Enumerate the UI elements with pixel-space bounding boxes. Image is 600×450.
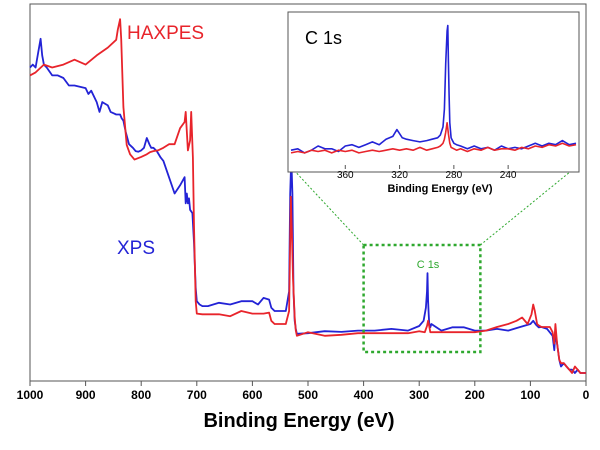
- series-label-xps: XPS: [117, 238, 155, 259]
- zoom-box-outline: [362, 243, 482, 354]
- x-tick-label: 900: [76, 388, 96, 402]
- inset-series-line-haxpes: [290, 122, 577, 154]
- x-tick-label: 1000: [17, 388, 44, 402]
- main-plot: [29, 18, 586, 374]
- x-tick-label: 100: [520, 388, 540, 402]
- x-tick-label: 800: [131, 388, 151, 402]
- x-axis: 1000 900 800 700 600 500 400 300 200 100 0: [17, 381, 590, 402]
- inset-title: C 1s: [305, 28, 342, 48]
- series-label-haxpes: HAXPES: [127, 23, 204, 44]
- inset-x-tick-label: 280: [446, 170, 463, 181]
- inset-x-tick-label: 240: [500, 170, 517, 181]
- inset-x-tick-label: 320: [391, 170, 408, 181]
- x-tick-label: 200: [465, 388, 485, 402]
- x-tick-label: 600: [242, 388, 262, 402]
- inset-x-axis-title: Binding Energy (eV): [387, 183, 492, 195]
- zoom-connector-left: [290, 166, 364, 246]
- inset-x-axis: 360 320 280 240: [337, 165, 517, 181]
- inset-series-line-xps: [290, 24, 577, 154]
- series-line-xps: [29, 37, 586, 374]
- series-line-haxpes: [29, 18, 586, 374]
- x-tick-label: 300: [409, 388, 429, 402]
- inset-plot: [290, 24, 577, 154]
- zoom-region-label: C 1s: [417, 259, 440, 271]
- x-axis-title: Binding Energy (eV): [203, 410, 394, 432]
- x-tick-label: 0: [583, 388, 590, 402]
- x-tick-label: 400: [354, 388, 374, 402]
- x-tick-label: 500: [298, 388, 318, 402]
- x-tick-label: 700: [187, 388, 207, 402]
- zoom-connector-right: [480, 166, 577, 246]
- inset-x-tick-label: 360: [337, 170, 354, 181]
